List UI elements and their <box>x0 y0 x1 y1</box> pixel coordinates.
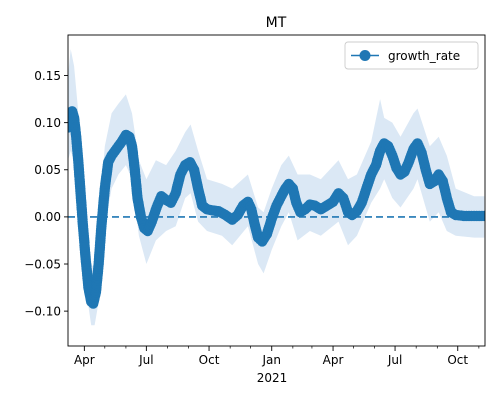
legend-box <box>344 41 479 70</box>
x-axis-label: 2021 <box>257 371 288 385</box>
plot-frame <box>67 34 486 347</box>
y-tick-label: 0.15 <box>34 69 61 83</box>
x-axis: Apr Jul Oct Jan Apr Jul Oct <box>74 346 480 367</box>
x-tick-label: Jul <box>387 353 402 367</box>
legend-marker <box>359 50 371 61</box>
y-tick-label: 0.10 <box>34 116 61 130</box>
x-tick-label: Jul <box>138 353 153 367</box>
series-markers <box>68 106 485 309</box>
legend-entry-growth-rate: growth_rate <box>388 49 460 63</box>
x-tick-label: Oct <box>199 353 220 367</box>
y-axis: 0.15 0.10 0.05 0.00 −0.05 −0.10 <box>24 69 68 318</box>
y-tick-label: 0.00 <box>34 210 61 224</box>
y-tick-label: −0.10 <box>24 304 61 318</box>
data-point <box>479 210 485 222</box>
x-tick-label: Oct <box>447 353 468 367</box>
confidence-band <box>68 49 485 326</box>
x-tick-label: Apr <box>74 353 95 367</box>
x-tick-label: Apr <box>323 353 344 367</box>
x-tick-label: Jan <box>261 353 281 367</box>
y-tick-label: −0.05 <box>24 257 61 271</box>
legend: growth_rate <box>344 41 479 70</box>
chart-title: MT <box>266 15 287 31</box>
y-tick-label: 0.05 <box>34 163 61 177</box>
